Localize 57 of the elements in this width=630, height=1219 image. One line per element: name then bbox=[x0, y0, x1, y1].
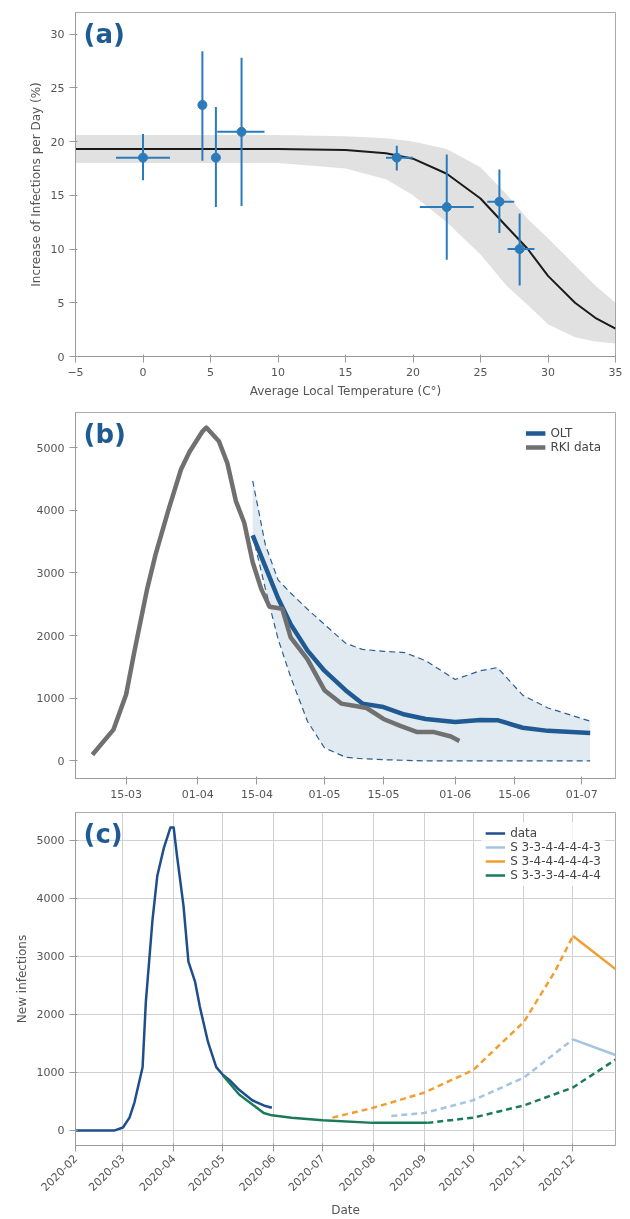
x-tick-label: −5 bbox=[67, 365, 84, 379]
x-tick-label: 25 bbox=[473, 365, 488, 379]
y-tick-label: 1000 bbox=[36, 1066, 65, 1080]
point bbox=[514, 244, 525, 254]
y-tick-label: 4000 bbox=[36, 504, 65, 518]
annotation: (b) bbox=[83, 418, 126, 449]
point bbox=[494, 196, 505, 207]
x-tick-label: 20 bbox=[406, 365, 420, 379]
legend-label: OLT bbox=[550, 426, 573, 440]
legend-label: S 3-4-4-4-4-4-3 bbox=[510, 854, 601, 868]
y-tick-label: 2000 bbox=[36, 1008, 65, 1022]
annotation: (a) bbox=[83, 18, 125, 49]
y-tick-label: 20 bbox=[50, 135, 65, 149]
y-tick-label: 1000 bbox=[36, 692, 65, 706]
x-tick-label: 15 bbox=[338, 365, 353, 379]
point bbox=[210, 152, 221, 163]
x-tick-label: 01-07 bbox=[565, 787, 598, 801]
x-tick-label: 0 bbox=[139, 365, 147, 379]
point bbox=[138, 152, 148, 163]
x-tick-label: 5 bbox=[207, 365, 214, 379]
legend-label: RKI data bbox=[550, 440, 601, 454]
y-tick-label: 5000 bbox=[36, 441, 65, 455]
y-tick-label: 2000 bbox=[36, 629, 65, 643]
y-axis-title: Increase of Infections per Day (%) bbox=[28, 82, 43, 287]
y-tick-label: 4000 bbox=[36, 892, 65, 906]
x-tick-label: 15-06 bbox=[498, 787, 531, 801]
annotation: (c) bbox=[83, 818, 123, 849]
x-tick-label: 01-05 bbox=[308, 787, 341, 801]
point bbox=[197, 99, 208, 110]
y-tick-label: 15 bbox=[50, 189, 65, 203]
y-tick-label: 3000 bbox=[36, 566, 65, 580]
y-tick-label: 10 bbox=[50, 243, 65, 256]
x-tick-label: 15-04 bbox=[240, 787, 273, 801]
y-tick-label: 0 bbox=[57, 350, 65, 364]
x-tick-label: 15-05 bbox=[367, 787, 400, 801]
x-axis-title: Date bbox=[331, 1202, 360, 1217]
x-tick-label: 01-06 bbox=[439, 787, 472, 801]
x-tick-label: 30 bbox=[541, 365, 555, 379]
y-tick-label: 3000 bbox=[36, 950, 65, 964]
x-tick-label: 01-04 bbox=[181, 787, 214, 801]
x-axis-title: Average Local Temperature (C°) bbox=[249, 383, 442, 398]
point bbox=[441, 202, 452, 213]
y-tick-label: 30 bbox=[50, 28, 65, 41]
point bbox=[391, 152, 402, 163]
legend-label: S 3-3-3-4-4-4-4 bbox=[510, 868, 601, 882]
y-tick-label: 5000 bbox=[36, 834, 65, 848]
y-axis-title: New infections bbox=[14, 934, 29, 1024]
legend-label: data bbox=[510, 826, 538, 840]
y-tick-label: 25 bbox=[50, 81, 65, 95]
legend-label: S 3-3-4-4-4-4-3 bbox=[510, 840, 601, 854]
y-tick-label: 5 bbox=[57, 296, 65, 310]
y-tick-label: 0 bbox=[57, 1124, 65, 1138]
x-tick-label: 10 bbox=[271, 365, 285, 379]
x-tick-label: 35 bbox=[608, 365, 623, 379]
y-tick-label: 0 bbox=[57, 754, 65, 768]
x-tick-label: 15-03 bbox=[110, 787, 143, 801]
point bbox=[236, 126, 247, 137]
